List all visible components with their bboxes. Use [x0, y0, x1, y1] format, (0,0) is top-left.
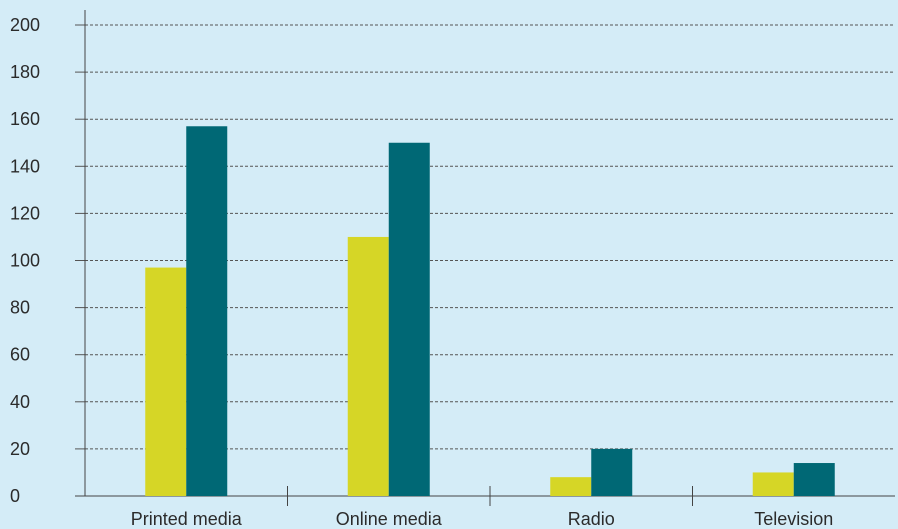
y-tick-label: 160: [10, 109, 40, 129]
y-tick-label: 180: [10, 62, 40, 82]
x-category-label: Printed media: [131, 509, 243, 529]
bar-series-2: [793, 463, 835, 496]
y-tick-label: 140: [10, 156, 40, 176]
bar-series-1: [550, 477, 592, 496]
bar-series-1: [752, 472, 794, 496]
y-tick-label: 40: [10, 392, 30, 412]
labels: 0 20 40 60 80 100 120 140 160 180 200 Printed media…: [10, 15, 833, 529]
bar-series-2: [186, 126, 228, 496]
bar-series-2: [591, 448, 633, 496]
y-tick-label: 100: [10, 251, 40, 271]
x-category-label: Online media: [336, 509, 443, 529]
x-category-label: Television: [754, 509, 833, 529]
bar-series-1: [347, 236, 389, 496]
y-tick-label: 20: [10, 439, 30, 459]
y-tick-label: 60: [10, 345, 30, 365]
bar-series-2: [388, 142, 430, 496]
bar-series-1: [145, 267, 187, 496]
bars: [145, 126, 835, 496]
y-tick-label: 120: [10, 203, 40, 223]
x-category-label: Radio: [568, 509, 615, 529]
y-tick-label: 0: [10, 486, 20, 506]
y-tick-label: 80: [10, 298, 30, 318]
y-tick-label: 200: [10, 15, 40, 35]
